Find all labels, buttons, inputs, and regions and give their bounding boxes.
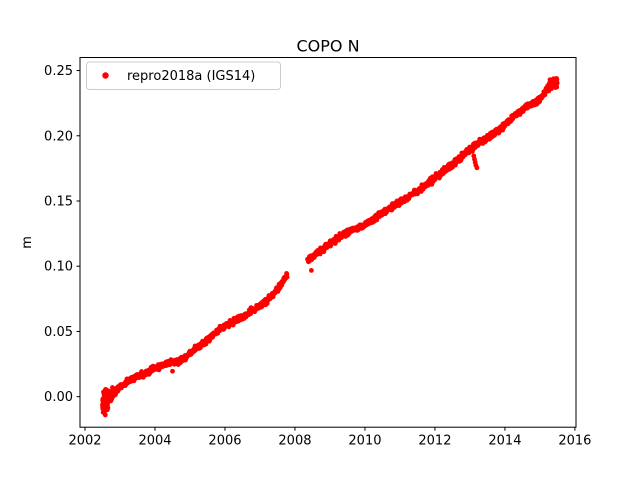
x-tick-label-1: 2004	[138, 434, 171, 449]
y-tick-label-2: 0.10	[44, 260, 73, 275]
x-tick-label-5: 2012	[418, 434, 451, 449]
x-tick-label-6: 2014	[488, 434, 521, 449]
data-point	[105, 388, 111, 394]
x-tick-label-4: 2010	[348, 434, 381, 449]
y-tick-label-3: 0.15	[44, 194, 73, 209]
data-point	[549, 85, 554, 90]
data-point	[101, 397, 107, 403]
y-tick-label-0: 0.00	[44, 390, 73, 405]
chart-title: COPO N	[296, 37, 359, 56]
data-point	[105, 392, 110, 398]
legend-label: repro2018a (IGS14)	[127, 69, 255, 84]
y-axis-label: m	[20, 236, 35, 249]
x-tick-label-2: 2006	[208, 434, 241, 449]
data-point	[474, 165, 480, 171]
scatter-series	[100, 76, 560, 418]
axis-ticks: 2002 2004 2006 2008 2010 2012 2014 2016 0.00 0.05…	[44, 64, 591, 449]
data-point	[309, 268, 314, 273]
data-point	[469, 149, 475, 154]
data-point	[170, 368, 175, 374]
data-point	[553, 79, 559, 85]
data-point	[102, 412, 108, 418]
legend: repro2018a (IGS14)	[86, 61, 281, 90]
y-tick-label-4: 0.20	[44, 129, 73, 144]
data-point	[100, 404, 106, 410]
data-point	[284, 274, 290, 280]
legend-box	[86, 61, 281, 90]
data-point	[548, 79, 554, 85]
y-tick-label-1: 0.05	[44, 325, 73, 340]
legend-dot-icon	[102, 72, 109, 79]
x-tick-label-0: 2002	[68, 434, 101, 449]
data-point	[203, 341, 209, 347]
y-tick-label-5: 0.25	[44, 64, 73, 79]
x-tick-label-3: 2008	[278, 434, 311, 449]
x-tick-label-7: 2016	[558, 434, 591, 449]
